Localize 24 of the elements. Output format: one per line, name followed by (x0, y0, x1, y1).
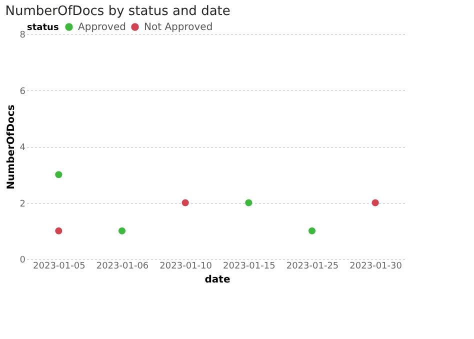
y-tick-label: 6 (20, 86, 26, 97)
y-tick-label: 8 (20, 30, 26, 40)
point (55, 171, 62, 178)
point (118, 227, 126, 234)
point (245, 199, 252, 206)
chart-title: NumberOfDocs by status and date (5, 4, 230, 19)
y-tick-label: 4 (20, 143, 26, 153)
y-tick-label: 0 (20, 256, 26, 266)
x-tick-label: 2023-01-25 (286, 262, 339, 272)
point (372, 199, 379, 206)
x-tick-label: 2023-01-10 (160, 262, 212, 272)
legend-label: Approved (78, 22, 126, 33)
y-tick-label: 2 (20, 199, 26, 210)
x-axis-title: date (204, 274, 230, 286)
x-tick-label: 2023-01-05 (33, 262, 86, 272)
x-tick-label: 2023-01-15 (223, 262, 276, 272)
point (308, 227, 316, 234)
y-axis-title: NumberOfDocs (6, 104, 17, 190)
legend-title: status (27, 23, 59, 33)
point (182, 199, 189, 206)
point (55, 227, 62, 234)
legend-label: Not Approved (144, 22, 213, 33)
x-tick-label: 2023-01-30 (350, 262, 402, 272)
x-tick-label: 2023-01-06 (96, 262, 149, 272)
